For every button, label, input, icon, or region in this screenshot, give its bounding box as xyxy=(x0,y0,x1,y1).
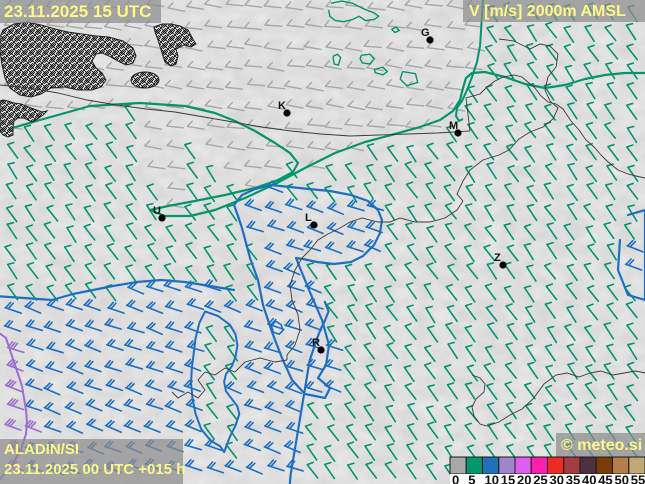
svg-text:V [m/s] 2000m AMSL: V [m/s] 2000m AMSL xyxy=(469,3,626,20)
svg-text:Z: Z xyxy=(494,252,501,264)
svg-text:10: 10 xyxy=(485,473,499,484)
svg-text:55: 55 xyxy=(631,473,645,484)
svg-text:23.11.2025 15 UTC: 23.11.2025 15 UTC xyxy=(4,2,151,21)
svg-text:20: 20 xyxy=(517,473,531,484)
svg-text:R: R xyxy=(312,337,320,349)
svg-text:G: G xyxy=(421,27,430,39)
svg-text:23.11.2025 00 UTC +015 h: 23.11.2025 00 UTC +015 h xyxy=(4,461,185,478)
svg-text:45: 45 xyxy=(598,473,612,484)
svg-text:25: 25 xyxy=(533,473,547,484)
svg-text:© meteo.si: © meteo.si xyxy=(561,437,642,454)
svg-text:50: 50 xyxy=(615,473,629,484)
svg-text:ALADIN/SI: ALADIN/SI xyxy=(4,441,79,458)
svg-text:U: U xyxy=(153,205,161,217)
svg-text:L: L xyxy=(305,212,312,224)
svg-text:35: 35 xyxy=(566,473,580,484)
svg-text:0: 0 xyxy=(452,473,459,484)
svg-text:40: 40 xyxy=(582,473,596,484)
svg-text:K: K xyxy=(278,100,286,112)
svg-text:15: 15 xyxy=(501,473,515,484)
svg-text:M: M xyxy=(449,120,458,132)
svg-text:5: 5 xyxy=(468,473,475,484)
svg-text:30: 30 xyxy=(550,473,564,484)
